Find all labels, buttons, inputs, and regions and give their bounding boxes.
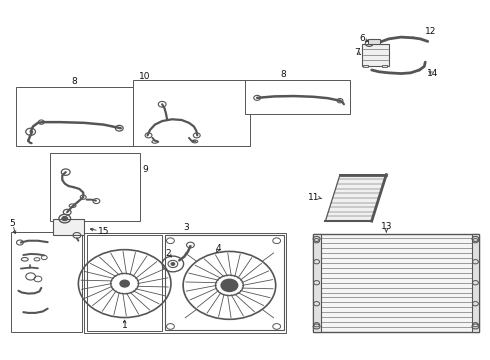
Bar (363, 65, 368, 67)
Text: 8: 8 (280, 70, 286, 79)
Text: 11: 11 (307, 193, 319, 202)
Bar (165, 235, 284, 330)
Text: 5: 5 (9, 219, 15, 228)
Bar (50, 153, 140, 221)
Text: 14: 14 (427, 69, 438, 78)
Text: 4: 4 (216, 244, 221, 253)
Bar (52, 219, 84, 235)
Bar (368, 39, 380, 44)
Bar (84, 233, 287, 333)
Bar (11, 232, 82, 332)
Text: 15: 15 (98, 227, 109, 236)
Text: 7: 7 (354, 48, 360, 57)
Bar (245, 80, 350, 114)
Polygon shape (325, 175, 386, 221)
Text: 3: 3 (184, 222, 190, 231)
Circle shape (225, 282, 234, 289)
Bar (16, 87, 133, 146)
Bar (133, 80, 250, 146)
Text: 9: 9 (142, 165, 148, 174)
Circle shape (171, 262, 175, 265)
Text: 1: 1 (122, 321, 127, 330)
Text: 10: 10 (139, 72, 151, 81)
Circle shape (62, 216, 68, 221)
Text: 6: 6 (359, 35, 365, 44)
Circle shape (120, 280, 129, 287)
Circle shape (225, 282, 234, 289)
Bar (471, 234, 479, 332)
Text: 13: 13 (381, 222, 392, 231)
Bar (313, 234, 320, 332)
Text: 12: 12 (424, 27, 436, 36)
Circle shape (221, 279, 238, 292)
Text: 8: 8 (72, 77, 77, 86)
Bar (313, 234, 479, 332)
Bar (87, 235, 162, 331)
Bar (382, 65, 387, 67)
Text: 2: 2 (165, 249, 171, 258)
Bar (362, 44, 389, 66)
